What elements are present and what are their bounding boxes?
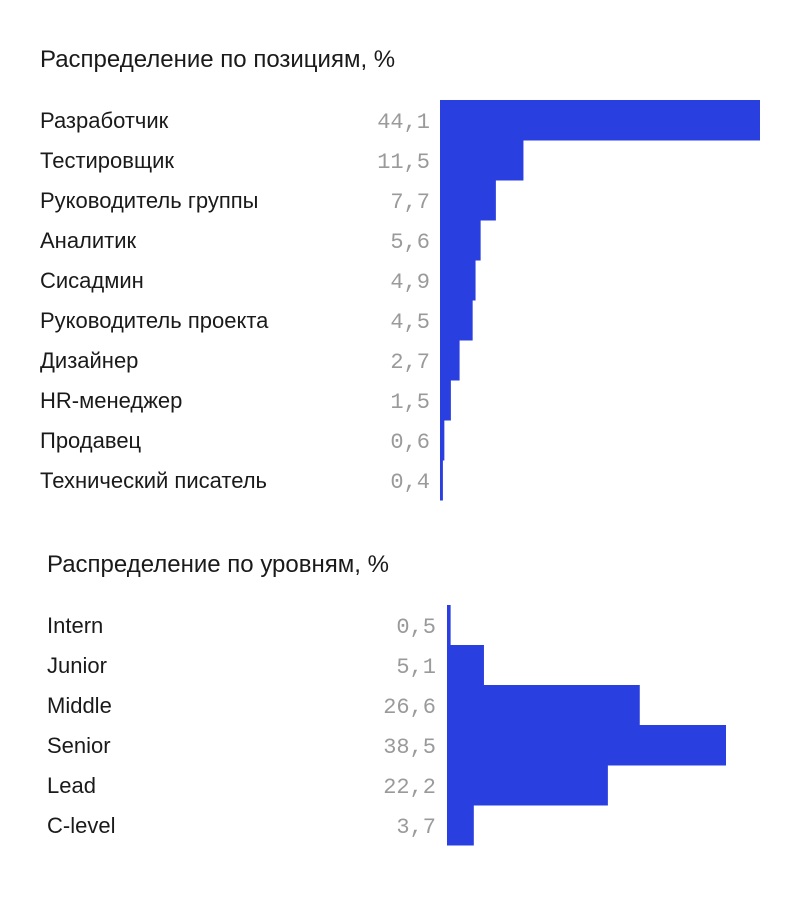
- bar: [440, 380, 451, 421]
- bar: [440, 300, 473, 341]
- category-label: HR-менеджер: [40, 388, 182, 413]
- levels-chart-title: Распределение по уровням, %: [47, 551, 389, 578]
- bar: [440, 340, 460, 381]
- category-label: Продавец: [40, 428, 142, 453]
- positions-chart-title: Распределение по позициям, %: [40, 46, 396, 73]
- value-label: 44,1: [377, 110, 430, 135]
- bar: [440, 180, 496, 221]
- category-label: Аналитик: [40, 228, 137, 253]
- category-label: Дизайнер: [40, 348, 138, 373]
- bar: [440, 260, 476, 301]
- bar: [447, 605, 451, 646]
- value-label: 2,7: [390, 350, 430, 375]
- value-label: 0,5: [396, 615, 436, 640]
- bar: [447, 685, 640, 726]
- value-label: 5,1: [396, 655, 436, 680]
- bar: [447, 805, 474, 846]
- category-label: Senior: [47, 733, 111, 758]
- value-label: 4,5: [390, 310, 430, 335]
- value-label: 38,5: [383, 735, 436, 760]
- category-label: Middle: [47, 693, 112, 718]
- bar: [447, 765, 608, 806]
- value-label: 26,6: [383, 695, 436, 720]
- bar: [440, 100, 760, 141]
- category-label: C-level: [47, 813, 115, 838]
- value-label: 5,6: [390, 230, 430, 255]
- bar: [440, 460, 443, 501]
- value-label: 22,2: [383, 775, 436, 800]
- category-label: Lead: [47, 773, 96, 798]
- value-label: 3,7: [396, 815, 436, 840]
- category-label: Разработчик: [40, 108, 169, 133]
- category-label: Тестировщик: [40, 148, 174, 173]
- value-label: 11,5: [377, 150, 430, 175]
- value-label: 0,6: [390, 430, 430, 455]
- value-label: 0,4: [390, 470, 430, 495]
- bar: [440, 220, 481, 261]
- value-label: 4,9: [390, 270, 430, 295]
- category-label: Руководитель группы: [40, 188, 259, 213]
- value-label: 1,5: [390, 390, 430, 415]
- category-label: Руководитель проекта: [40, 308, 269, 333]
- category-label: Технический писатель: [40, 468, 267, 493]
- bar: [440, 420, 445, 461]
- category-label: Intern: [47, 613, 103, 638]
- category-label: Сисадмин: [40, 268, 144, 293]
- bar: [440, 140, 524, 181]
- category-label: Junior: [47, 653, 107, 678]
- bar: [447, 645, 484, 686]
- value-label: 7,7: [390, 190, 430, 215]
- bar: [447, 725, 726, 766]
